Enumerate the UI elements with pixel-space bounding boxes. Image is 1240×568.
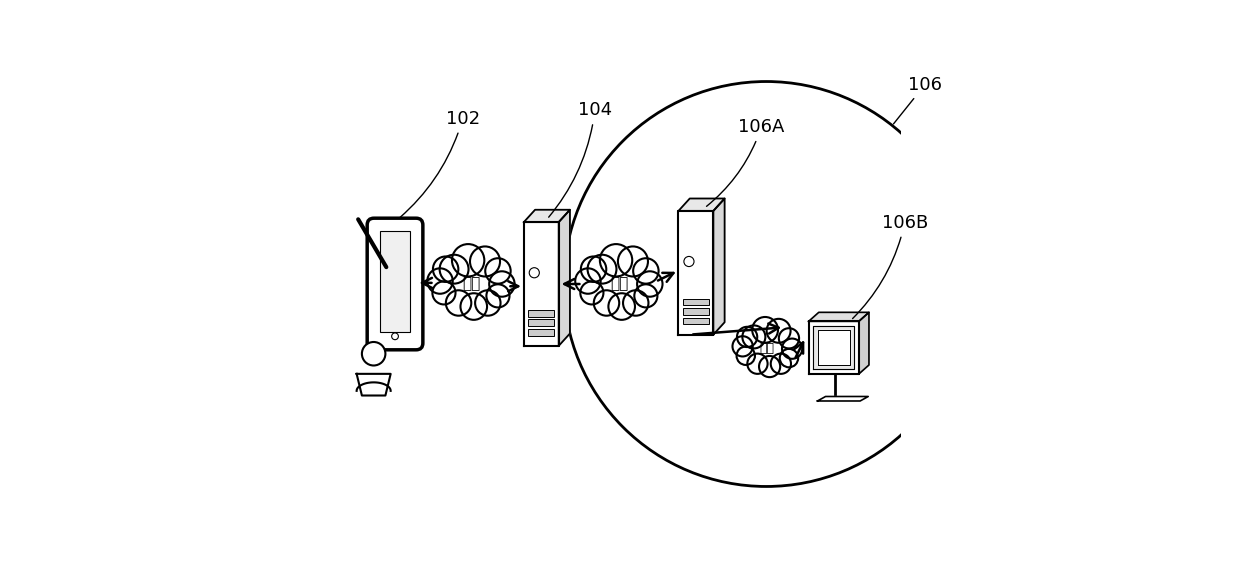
Circle shape (600, 244, 632, 277)
Circle shape (634, 258, 658, 283)
Text: 网络: 网络 (760, 342, 775, 355)
Circle shape (753, 317, 777, 343)
Polygon shape (678, 198, 724, 211)
Circle shape (748, 354, 768, 374)
Circle shape (733, 336, 753, 357)
Polygon shape (817, 331, 849, 365)
Polygon shape (559, 210, 570, 346)
Polygon shape (859, 312, 869, 374)
FancyBboxPatch shape (379, 231, 410, 332)
Polygon shape (523, 222, 559, 346)
Circle shape (451, 244, 485, 277)
FancyBboxPatch shape (367, 218, 423, 350)
Circle shape (622, 290, 649, 316)
Text: 106: 106 (894, 76, 942, 124)
Polygon shape (523, 210, 570, 222)
Circle shape (782, 339, 802, 359)
Circle shape (580, 281, 604, 304)
Circle shape (637, 272, 662, 296)
Circle shape (635, 285, 657, 307)
Circle shape (575, 268, 600, 294)
Circle shape (779, 328, 799, 348)
Circle shape (771, 354, 791, 374)
Circle shape (618, 247, 649, 277)
Text: 106B: 106B (853, 214, 928, 319)
Circle shape (529, 268, 539, 278)
FancyBboxPatch shape (683, 318, 709, 324)
Circle shape (433, 257, 459, 282)
Circle shape (446, 290, 471, 316)
Circle shape (737, 346, 755, 365)
Polygon shape (808, 312, 869, 321)
Text: 网络: 网络 (610, 277, 627, 291)
Circle shape (759, 356, 780, 377)
Circle shape (609, 293, 635, 320)
Circle shape (588, 254, 616, 283)
Circle shape (362, 342, 386, 365)
Circle shape (475, 290, 501, 316)
Circle shape (737, 327, 758, 347)
Polygon shape (817, 396, 868, 401)
Text: 102: 102 (401, 110, 480, 218)
Circle shape (433, 281, 455, 304)
Circle shape (489, 272, 515, 296)
Circle shape (684, 256, 694, 266)
Circle shape (486, 285, 510, 307)
Circle shape (428, 268, 453, 294)
Circle shape (766, 319, 791, 343)
Polygon shape (813, 326, 854, 370)
Circle shape (392, 333, 398, 340)
Polygon shape (713, 198, 724, 335)
FancyBboxPatch shape (528, 319, 554, 326)
Circle shape (780, 349, 799, 367)
FancyBboxPatch shape (528, 329, 554, 336)
Circle shape (594, 290, 619, 316)
Text: 104: 104 (548, 101, 613, 217)
Circle shape (580, 257, 606, 282)
Circle shape (470, 247, 500, 277)
Polygon shape (357, 374, 391, 391)
Circle shape (743, 325, 765, 348)
FancyBboxPatch shape (528, 310, 554, 316)
FancyBboxPatch shape (683, 308, 709, 315)
FancyBboxPatch shape (683, 299, 709, 306)
Circle shape (440, 254, 469, 283)
Circle shape (485, 258, 511, 283)
Text: 网络: 网络 (461, 277, 480, 291)
Text: 106A: 106A (707, 118, 785, 206)
Circle shape (460, 293, 487, 320)
Polygon shape (357, 374, 391, 395)
Polygon shape (678, 211, 713, 335)
Polygon shape (808, 321, 859, 374)
